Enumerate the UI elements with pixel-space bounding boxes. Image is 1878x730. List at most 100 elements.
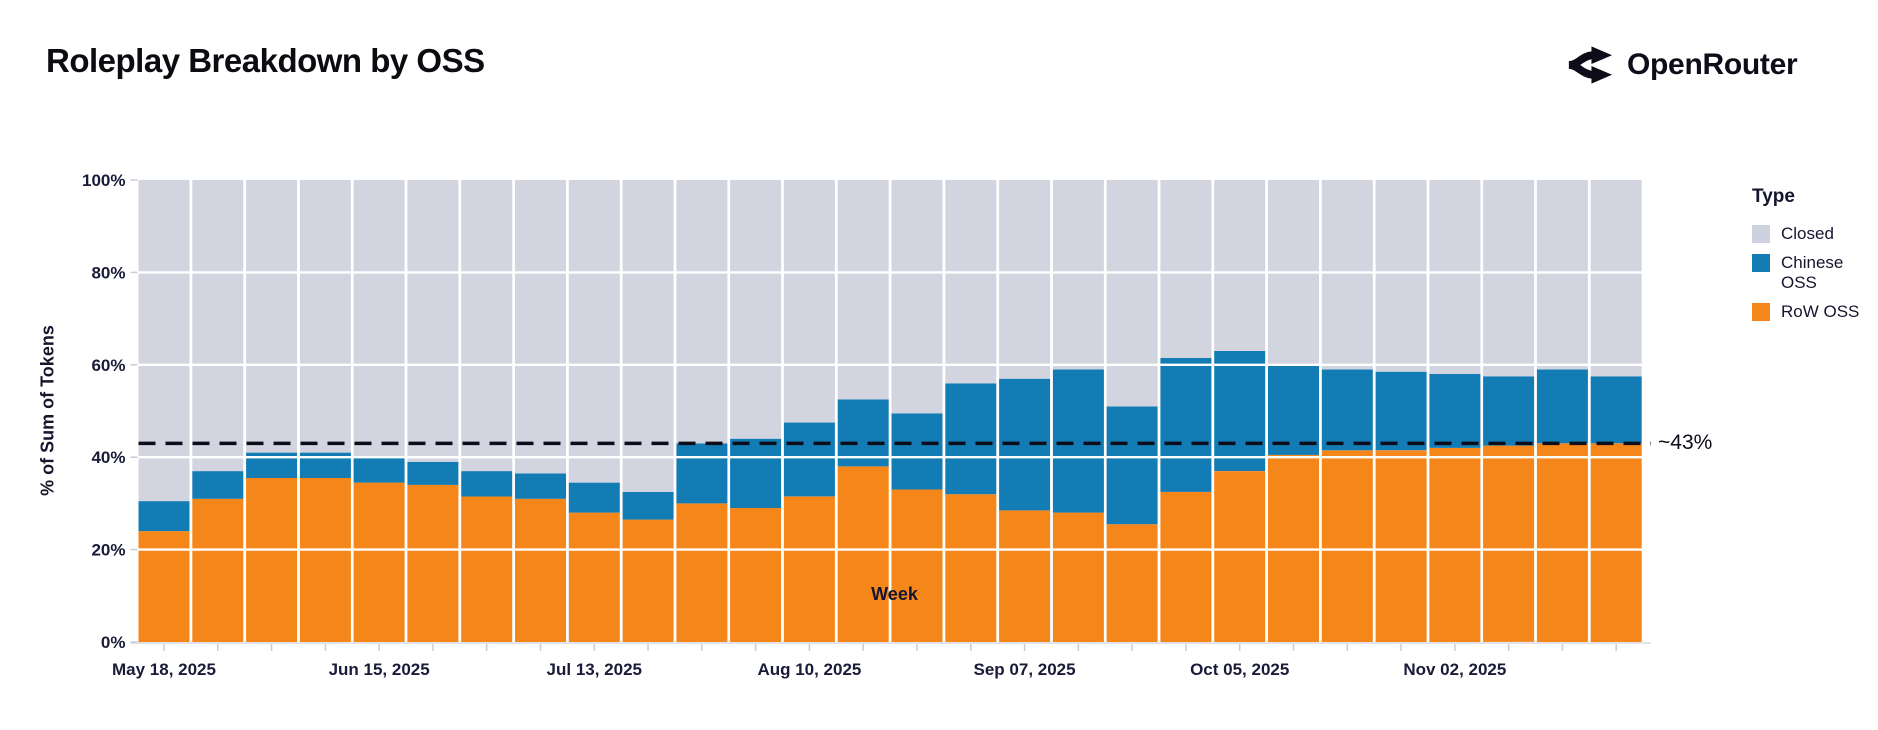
brand-name: OpenRouter (1627, 48, 1798, 81)
legend-item-closed[interactable]: Closed (1752, 224, 1870, 244)
bar-segment-chinese-oss[interactable] (1106, 406, 1158, 525)
bar-segment-row-oss[interactable] (622, 519, 674, 642)
bar-segment-row-oss[interactable] (192, 498, 244, 642)
y-tick-label: 20% (91, 541, 125, 560)
bar-segment-closed[interactable] (461, 180, 513, 472)
bar-segment-row-oss[interactable] (246, 478, 298, 642)
bar-segment-row-oss[interactable] (1160, 491, 1212, 643)
bar-segment-chinese-oss[interactable] (1321, 369, 1373, 451)
bar-segment-chinese-oss[interactable] (1590, 376, 1642, 444)
bar-segment-chinese-oss[interactable] (1160, 357, 1212, 492)
openrouter-logo-icon (1566, 44, 1613, 86)
bar-segment-row-oss[interactable] (1321, 450, 1373, 642)
bar-segment-closed[interactable] (1321, 180, 1373, 370)
bar-segment-chinese-oss[interactable] (837, 399, 889, 467)
bar-segment-row-oss[interactable] (515, 498, 566, 642)
bar-segment-closed[interactable] (407, 180, 459, 462)
x-tick-label: Jun 15, 2025 (329, 660, 430, 679)
bar-segment-row-oss[interactable] (837, 466, 889, 642)
bar-segment-closed[interactable] (515, 180, 566, 474)
bar-segment-closed[interactable] (622, 180, 674, 492)
bar-segment-row-oss[interactable] (999, 510, 1051, 642)
y-tick-label: 80% (91, 263, 125, 282)
bar-segment-chinese-oss[interactable] (353, 457, 405, 483)
x-tick-label: Jul 13, 2025 (547, 660, 642, 679)
bar-segment-closed[interactable] (1106, 180, 1158, 407)
bar-segment-closed[interactable] (192, 180, 244, 472)
bar-segment-chinese-oss[interactable] (1375, 371, 1427, 451)
bar-segment-row-oss[interactable] (891, 489, 943, 643)
bar-segment-closed[interactable] (1429, 180, 1481, 374)
bar-segment-closed[interactable] (1536, 180, 1588, 370)
bar-segment-chinese-oss[interactable] (1268, 364, 1319, 455)
legend-title: Type (1752, 186, 1795, 207)
bar-segment-chinese-oss[interactable] (730, 438, 782, 508)
bar-segment-closed[interactable] (568, 180, 620, 483)
bar-segment-chinese-oss[interactable] (622, 491, 674, 520)
bar-segment-row-oss[interactable] (461, 496, 513, 643)
bar-segment-row-oss[interactable] (407, 484, 459, 642)
bar-segment-closed[interactable] (138, 180, 190, 502)
bar-segment-closed[interactable] (1052, 180, 1104, 370)
bar-segment-row-oss[interactable] (730, 508, 782, 642)
bar-segment-closed[interactable] (1214, 180, 1266, 351)
y-axis-title: % of Sum of Tokens (37, 325, 58, 496)
bar-segment-row-oss[interactable] (1536, 443, 1588, 642)
bar-segment-row-oss[interactable] (676, 503, 728, 642)
x-tick-label: Aug 10, 2025 (757, 660, 861, 679)
bar-segment-chinese-oss[interactable] (783, 422, 835, 497)
bar-segment-chinese-oss[interactable] (192, 471, 244, 499)
bar-segment-chinese-oss[interactable] (891, 413, 943, 490)
legend-item-row-oss[interactable]: RoW OSS (1752, 302, 1870, 322)
bar-segment-chinese-oss[interactable] (461, 471, 513, 497)
bar-segment-chinese-oss[interactable] (1536, 369, 1588, 444)
x-tick-label: Oct 05, 2025 (1190, 660, 1289, 679)
bar-segment-closed[interactable] (999, 180, 1051, 379)
bar-segment-row-oss[interactable] (353, 482, 405, 642)
bar-segment-row-oss[interactable] (1106, 524, 1158, 642)
bar-segment-closed[interactable] (676, 180, 728, 444)
legend-item-chinese-oss[interactable]: Chinese OSS (1752, 253, 1870, 293)
bar-segment-closed[interactable] (783, 180, 835, 423)
bar-segment-closed[interactable] (891, 180, 943, 414)
bar-segment-chinese-oss[interactable] (676, 443, 728, 504)
bar-segment-chinese-oss[interactable] (1052, 369, 1104, 513)
bar-segment-row-oss[interactable] (1375, 450, 1427, 642)
bar-segment-chinese-oss[interactable] (138, 501, 190, 532)
bar-segment-closed[interactable] (246, 180, 298, 453)
bar-segment-row-oss[interactable] (1483, 445, 1535, 642)
y-tick-label: 60% (91, 356, 125, 375)
bar-segment-closed[interactable] (1590, 180, 1642, 377)
bar-segment-closed[interactable] (730, 180, 782, 439)
bar-segment-chinese-oss[interactable] (1214, 350, 1266, 471)
bar-segment-closed[interactable] (837, 180, 889, 400)
bar-segment-chinese-oss[interactable] (1429, 374, 1481, 448)
bar-segment-row-oss[interactable] (568, 512, 620, 642)
bar-segment-row-oss[interactable] (1214, 471, 1266, 642)
y-tick-label: 40% (91, 448, 125, 467)
bar-segment-row-oss[interactable] (945, 494, 997, 642)
bar-segment-row-oss[interactable] (1052, 512, 1104, 642)
bar-segment-row-oss[interactable] (783, 496, 835, 643)
bar-segment-closed[interactable] (299, 180, 351, 453)
bar-segment-chinese-oss[interactable] (515, 473, 566, 499)
bar-segment-closed[interactable] (1375, 180, 1427, 372)
bar-segment-row-oss[interactable] (1590, 443, 1642, 642)
bar-segment-chinese-oss[interactable] (1483, 376, 1535, 446)
bar-segment-chinese-oss[interactable] (407, 461, 459, 485)
bar-segment-chinese-oss[interactable] (568, 482, 620, 513)
bar-segment-row-oss[interactable] (1429, 448, 1481, 642)
y-tick-label: 100% (82, 171, 125, 190)
bar-segment-closed[interactable] (945, 180, 997, 384)
x-tick-label: Nov 02, 2025 (1403, 660, 1506, 679)
bar-segment-closed[interactable] (1483, 180, 1535, 377)
chinese-oss-swatch (1752, 254, 1770, 272)
bar-segment-row-oss[interactable] (299, 478, 351, 642)
bar-segment-closed[interactable] (353, 180, 405, 458)
legend: Type Closed Chinese OSS RoW OSS (1752, 186, 1870, 331)
bar-segment-chinese-oss[interactable] (945, 383, 997, 495)
x-tick-label: May 18, 2025 (112, 660, 216, 679)
bar-segment-closed[interactable] (1160, 180, 1212, 358)
